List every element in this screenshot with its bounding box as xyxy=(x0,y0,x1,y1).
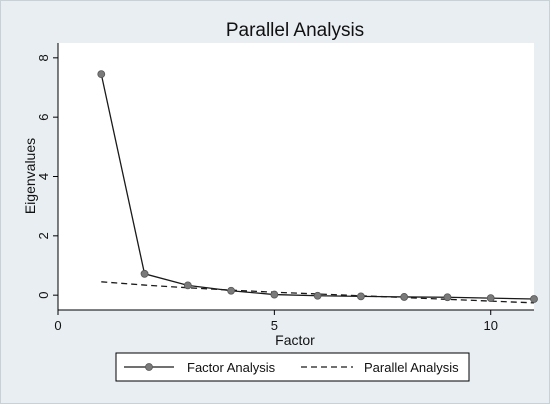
x-tick-label: 10 xyxy=(483,318,497,333)
x-tick-label: 0 xyxy=(54,318,61,333)
factor-analysis-point xyxy=(530,295,538,303)
y-axis-ticks: 0 2 4 6 8 xyxy=(36,54,58,299)
factor-analysis-point xyxy=(97,70,106,79)
legend-parallel-label: Parallel Analysis xyxy=(364,360,459,375)
legend-box xyxy=(115,352,470,382)
y-axis-label: Eigenvalues xyxy=(22,138,38,214)
y-tick-label: 2 xyxy=(36,232,51,239)
factor-analysis-point xyxy=(227,286,235,295)
factor-analysis-point xyxy=(357,292,365,301)
y-tick-label: 6 xyxy=(36,114,51,121)
factor-analysis-point xyxy=(140,269,149,278)
factor-analysis-point xyxy=(313,291,322,300)
legend-factor-label: Factor Analysis xyxy=(187,360,276,375)
factor-analysis-point xyxy=(183,281,192,290)
x-axis-ticks: 0 5 10 xyxy=(54,310,498,333)
y-tick-label: 8 xyxy=(36,54,51,61)
legend-factor-marker xyxy=(145,363,153,371)
plot-area xyxy=(58,43,534,310)
x-axis-label: Factor xyxy=(275,332,315,348)
chart-title: Parallel Analysis xyxy=(226,20,364,41)
factor-analysis-point xyxy=(270,290,279,299)
legend: Factor Analysis Parallel Analysis xyxy=(115,352,470,382)
series-layer xyxy=(97,70,538,304)
x-tick-label: 5 xyxy=(271,318,278,333)
y-tick-label: 4 xyxy=(36,173,51,180)
factor-analysis-point xyxy=(443,293,452,302)
parallel-analysis-line xyxy=(101,281,535,304)
factor-analysis-point xyxy=(400,293,409,301)
factor-analysis-point xyxy=(486,294,495,303)
y-tick-label: 0 xyxy=(36,292,51,299)
